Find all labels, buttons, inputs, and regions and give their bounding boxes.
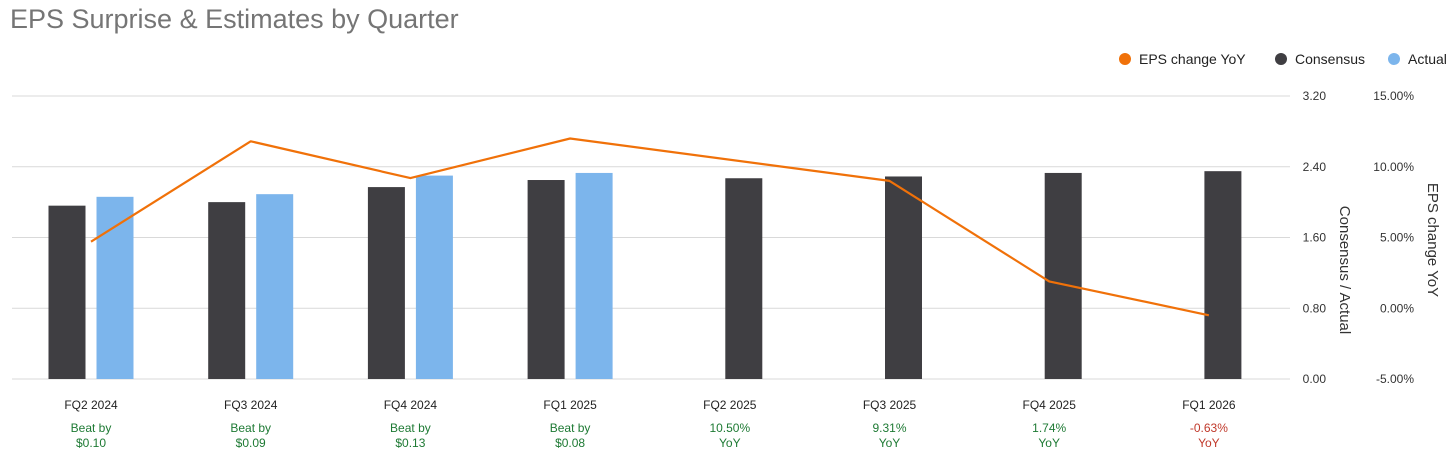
legend: EPS change YoY Consensus Actual [1119,51,1447,67]
consensus-bar [885,176,922,379]
annotation-line2: $0.13 [395,436,425,450]
bars [48,171,1242,379]
legend-label: Consensus [1295,51,1365,67]
gridlines [12,95,1290,380]
category-label: FQ2 2025 [703,398,757,412]
consensus-bar [725,178,763,379]
annotation-line1: 9.31% [872,421,906,435]
annotation-line1: Beat by [390,421,431,435]
left-axis-title: Consensus / Actual [1336,206,1353,334]
left-tick-label: 0.00 [1303,372,1327,386]
category-label: FQ3 2025 [863,398,917,412]
consensus-bar [208,202,246,379]
legend-label: EPS change YoY [1139,51,1246,67]
right-axis-ticks: -5.00% 0.00% 5.00% 10.00% 15.00% [1373,89,1414,386]
left-tick-label: 2.40 [1303,160,1327,174]
consensus-bar [48,205,86,379]
annotation-line2: YoY [719,436,741,450]
category-label: FQ4 2024 [384,398,438,412]
annotation-line1: Beat by [230,421,271,435]
category-label: FQ1 2026 [1182,398,1236,412]
eps-change-line [90,137,1210,317]
left-tick-label: 1.60 [1303,231,1327,245]
right-tick-label: 0.00% [1380,301,1414,315]
actual-bar [415,175,453,379]
annotation-line2: YoY [879,436,901,450]
category-label: FQ1 2025 [543,398,597,412]
annotation-line2: YoY [1038,436,1060,450]
right-tick-label: 15.00% [1373,89,1414,103]
consensus-bar [1044,172,1082,379]
right-tick-label: -5.00% [1376,372,1414,386]
annotation-line2: $0.10 [76,436,106,450]
right-axis-title: EPS change YoY [1424,183,1441,297]
annotation-line1: -0.63% [1190,421,1228,435]
category-label: FQ4 2025 [1023,398,1077,412]
left-tick-label: 0.80 [1303,301,1327,315]
consensus-bar [1204,171,1242,379]
annotation-line1: Beat by [71,421,112,435]
eps-change-yoy-line [90,137,1210,317]
legend-marker [1275,53,1287,65]
actual-bar [256,194,294,379]
annotation-line2: $0.09 [236,436,266,450]
right-tick-label: 10.00% [1373,160,1414,174]
legend-label: Actual [1408,51,1447,67]
category-labels: FQ2 2024 FQ3 2024 FQ4 2024 FQ1 2025 FQ2 2025… [64,398,1236,412]
chart-title: EPS Surprise & Estimates by Quarter [10,4,459,34]
category-label: FQ3 2024 [224,398,278,412]
annotation-line2: $0.08 [555,436,585,450]
actual-bar [96,196,134,379]
actual-bar [575,172,613,379]
category-label: FQ2 2024 [64,398,118,412]
right-tick-label: 5.00% [1380,231,1414,245]
annotation-line1: Beat by [550,421,591,435]
consensus-bar [367,187,405,379]
annotation-line1: 1.74% [1032,421,1066,435]
consensus-bar [527,180,565,379]
legend-marker [1388,53,1400,65]
annotation-line2: YoY [1198,436,1220,450]
left-axis-ticks: 0.00 0.80 1.60 2.40 3.20 [1303,89,1327,386]
left-tick-label: 3.20 [1303,89,1327,103]
annotation-line1: 10.50% [709,421,750,435]
legend-marker [1119,53,1131,65]
